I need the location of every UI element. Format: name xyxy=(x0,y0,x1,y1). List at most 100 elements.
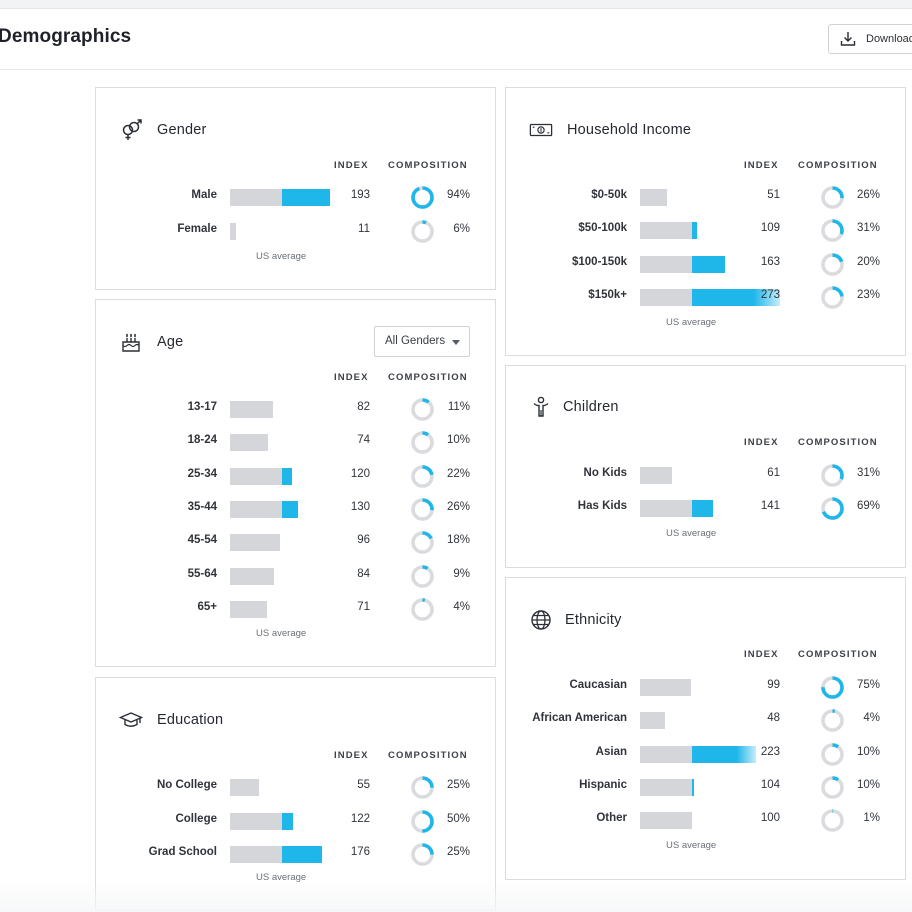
index-bar-base xyxy=(230,846,282,863)
index-value: 104 xyxy=(760,778,780,791)
row-label: $0-50k xyxy=(591,189,627,201)
us-average-label: US average xyxy=(256,628,307,639)
index-bar-base xyxy=(230,779,259,796)
index-value: 176 xyxy=(350,846,370,858)
composition-value: 25% xyxy=(446,846,470,858)
us-average-label: US average xyxy=(666,317,717,328)
donut-fill xyxy=(411,564,434,588)
row-label: $50-100k xyxy=(578,222,627,235)
composition-donut xyxy=(821,497,844,520)
index-bar-excess xyxy=(692,745,756,763)
income-row: $100-150k 163 20% xyxy=(506,252,905,276)
row-label: No College xyxy=(156,779,217,791)
composition-donut xyxy=(411,531,434,554)
children-title: Children xyxy=(563,399,619,415)
donut-fill xyxy=(821,776,844,799)
composition-donut xyxy=(821,676,844,699)
donut-fill xyxy=(411,597,434,621)
composition-donut xyxy=(411,431,434,455)
index-value: 51 xyxy=(767,189,780,201)
us-average-label: US average xyxy=(256,872,307,883)
composition-value: 94% xyxy=(446,189,470,201)
gender-card: Gender INDEX COMPOSITION Male 193 94% Femal… xyxy=(95,87,496,290)
globe-icon xyxy=(529,608,553,632)
row-label: Male xyxy=(191,189,217,201)
index-value: 55 xyxy=(357,779,370,791)
donut-fill xyxy=(411,843,434,866)
index-bar-base xyxy=(230,223,236,240)
composition-value: 20% xyxy=(856,255,880,268)
money-icon xyxy=(529,118,553,142)
gender-icon xyxy=(119,118,143,142)
donut-fill xyxy=(821,709,844,733)
index-bar-excess xyxy=(282,812,294,830)
index-bar-base xyxy=(640,189,667,206)
donut-track xyxy=(411,597,434,621)
donut-track xyxy=(821,776,844,799)
children-row: No Kids 61 31% xyxy=(506,463,905,487)
education-row: Grad School 176 25% xyxy=(96,842,495,866)
index-bar-base xyxy=(640,288,692,306)
row-label: $100-150k xyxy=(572,255,627,268)
composition-value: 10% xyxy=(446,434,470,447)
income-row: $50-100k 109 31% xyxy=(506,218,905,243)
composition-donut xyxy=(821,742,844,766)
donut-fill xyxy=(821,464,844,487)
index-bar-base xyxy=(640,500,692,517)
index-bar-base xyxy=(230,567,274,585)
index-bar-excess xyxy=(692,778,695,796)
index-value: 100 xyxy=(760,812,780,825)
gender-title: Gender xyxy=(157,122,207,138)
age-row: 25-34 120 22% xyxy=(96,464,495,488)
age-row: 45-54 96 18% xyxy=(96,530,495,554)
composition-header: COMPOSITION xyxy=(798,649,878,660)
composition-value: 69% xyxy=(856,500,880,512)
composition-value: 9% xyxy=(453,567,470,580)
donut-fill xyxy=(821,286,844,309)
composition-value: 26% xyxy=(446,500,470,513)
children-card-header: Children xyxy=(529,395,619,419)
ethnicity-title: Ethnicity xyxy=(565,612,622,628)
index-bar-base xyxy=(640,778,692,796)
index-bar-base xyxy=(230,812,282,830)
row-label: 65+ xyxy=(197,600,217,613)
row-label: $150k+ xyxy=(588,288,627,301)
composition-donut xyxy=(411,776,434,799)
us-average-label: US average xyxy=(666,528,717,539)
index-header: INDEX xyxy=(744,649,779,660)
gender-filter-value: All Genders xyxy=(385,335,446,347)
index-bar-excess xyxy=(692,288,780,306)
income-row: $150k+ 273 23% xyxy=(506,285,905,309)
donut-track xyxy=(411,564,434,588)
donut-fill xyxy=(411,809,434,833)
composition-value: 10% xyxy=(856,745,880,758)
row-label: Caucasian xyxy=(569,679,627,691)
education-row: No College 55 25% xyxy=(96,775,495,799)
index-bar-base xyxy=(640,812,692,830)
row-label: Grad School xyxy=(148,846,217,858)
index-bar-base xyxy=(640,467,672,484)
index-value: 99 xyxy=(767,679,780,691)
index-value: 71 xyxy=(357,600,370,613)
donut-track xyxy=(821,809,844,832)
ethnicity-row: Caucasian 99 75% xyxy=(506,675,905,699)
education-title: Education xyxy=(157,712,224,728)
composition-donut xyxy=(411,220,434,243)
composition-donut xyxy=(821,709,844,733)
index-bar-base xyxy=(640,679,692,696)
download-button[interactable]: Download xyxy=(828,24,912,54)
index-value: 109 xyxy=(760,222,780,235)
composition-value: 4% xyxy=(453,600,470,613)
index-bar-base xyxy=(640,222,692,240)
income-card: Household Income INDEX COMPOSITION $0-50… xyxy=(505,87,906,356)
index-bar-base xyxy=(640,712,665,730)
download-icon xyxy=(839,30,857,48)
income-card-header: Household Income xyxy=(529,118,691,142)
gender-filter-dropdown[interactable]: All Genders xyxy=(374,326,470,357)
index-bar-excess xyxy=(282,467,293,485)
download-label: Download xyxy=(866,33,912,45)
composition-value: 1% xyxy=(863,812,880,825)
row-label: Has Kids xyxy=(577,500,627,512)
donut-fill xyxy=(821,219,844,243)
index-bar-excess xyxy=(282,846,322,863)
